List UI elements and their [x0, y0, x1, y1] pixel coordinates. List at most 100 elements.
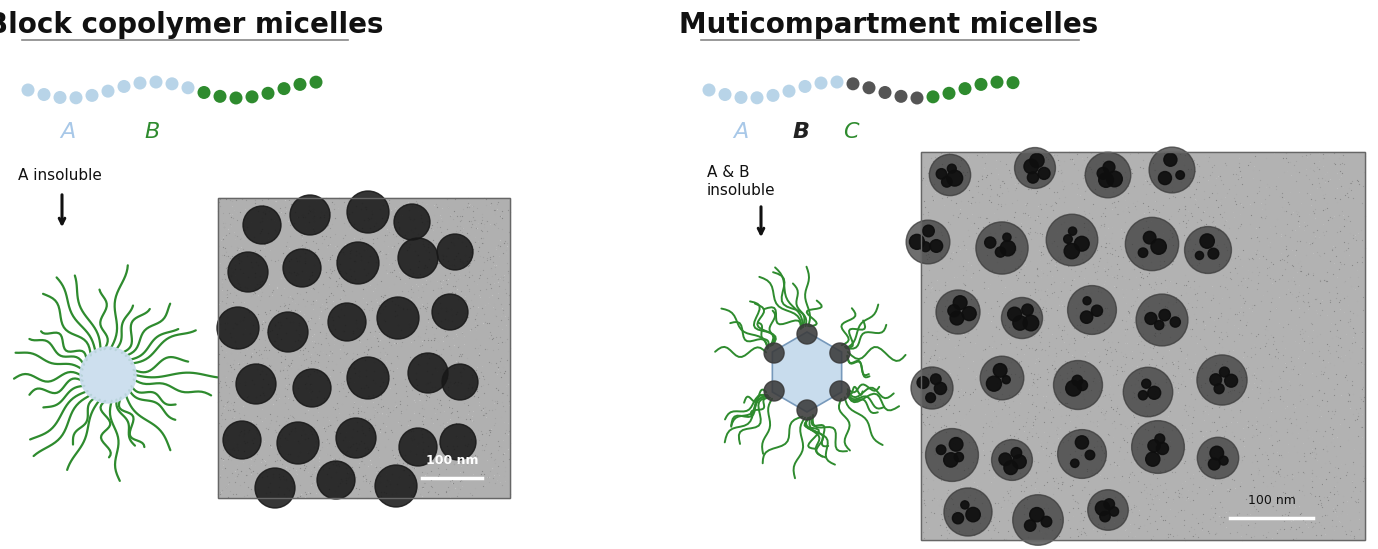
- Circle shape: [766, 89, 780, 102]
- Circle shape: [80, 347, 136, 403]
- Circle shape: [277, 82, 291, 95]
- Circle shape: [1123, 367, 1173, 417]
- Circle shape: [245, 91, 259, 103]
- Circle shape: [1197, 355, 1247, 405]
- Circle shape: [1107, 171, 1122, 187]
- Circle shape: [1046, 214, 1098, 266]
- Circle shape: [1170, 317, 1181, 327]
- Circle shape: [1087, 490, 1129, 530]
- Text: Block copolymer micelles: Block copolymer micelles: [0, 11, 383, 39]
- Circle shape: [814, 76, 828, 89]
- Circle shape: [1138, 391, 1148, 400]
- Circle shape: [336, 418, 376, 458]
- Circle shape: [751, 91, 763, 104]
- Circle shape: [1000, 240, 1016, 256]
- Circle shape: [1003, 233, 1011, 242]
- Circle shape: [911, 367, 954, 409]
- Circle shape: [328, 303, 367, 341]
- Circle shape: [1209, 248, 1218, 259]
- Circle shape: [230, 92, 243, 104]
- Text: B: B: [145, 122, 160, 142]
- Circle shape: [1225, 374, 1237, 387]
- Circle shape: [243, 206, 281, 244]
- Circle shape: [948, 305, 960, 317]
- Circle shape: [1220, 456, 1228, 465]
- Circle shape: [1109, 507, 1119, 516]
- Circle shape: [1131, 421, 1184, 473]
- Circle shape: [1096, 501, 1109, 516]
- Circle shape: [929, 154, 970, 195]
- Circle shape: [1083, 297, 1091, 305]
- Circle shape: [1078, 380, 1087, 390]
- Circle shape: [1148, 386, 1160, 399]
- Circle shape: [943, 87, 955, 100]
- Circle shape: [831, 76, 843, 88]
- Text: Muticompartment micelles: Muticompartment micelles: [679, 11, 1098, 39]
- Circle shape: [947, 164, 956, 173]
- Circle shape: [149, 76, 163, 88]
- Circle shape: [1064, 243, 1079, 259]
- Circle shape: [197, 86, 211, 99]
- Circle shape: [954, 452, 963, 462]
- Circle shape: [863, 81, 875, 94]
- Polygon shape: [772, 332, 842, 412]
- Circle shape: [1029, 153, 1045, 167]
- Circle shape: [394, 204, 430, 240]
- Circle shape: [54, 91, 66, 104]
- Circle shape: [1144, 231, 1156, 244]
- Circle shape: [1102, 161, 1115, 173]
- Circle shape: [1021, 304, 1034, 316]
- Circle shape: [347, 191, 389, 233]
- Circle shape: [317, 461, 356, 499]
- Circle shape: [1214, 384, 1224, 394]
- Circle shape: [1038, 167, 1050, 180]
- Circle shape: [1145, 312, 1158, 324]
- Circle shape: [930, 240, 943, 253]
- Circle shape: [941, 177, 952, 187]
- Circle shape: [440, 424, 475, 460]
- Circle shape: [944, 453, 958, 467]
- Circle shape: [22, 83, 34, 97]
- Circle shape: [1142, 379, 1151, 388]
- Circle shape: [1054, 361, 1102, 410]
- Circle shape: [437, 234, 473, 270]
- Circle shape: [796, 324, 817, 344]
- Circle shape: [985, 237, 996, 248]
- Circle shape: [182, 81, 194, 94]
- Circle shape: [954, 296, 967, 310]
- Circle shape: [1065, 380, 1082, 396]
- Circle shape: [1072, 376, 1083, 386]
- Circle shape: [934, 382, 947, 395]
- Circle shape: [102, 85, 114, 98]
- Circle shape: [1028, 172, 1039, 183]
- Circle shape: [1135, 294, 1188, 346]
- Circle shape: [1080, 311, 1093, 323]
- Circle shape: [289, 195, 329, 235]
- Circle shape: [944, 488, 992, 536]
- Text: 100 nm: 100 nm: [426, 454, 478, 467]
- Circle shape: [1149, 147, 1195, 193]
- Circle shape: [442, 364, 478, 400]
- Circle shape: [1159, 171, 1171, 184]
- Circle shape: [282, 249, 321, 287]
- Circle shape: [262, 87, 274, 100]
- Circle shape: [1075, 236, 1089, 251]
- Circle shape: [974, 78, 988, 91]
- Circle shape: [995, 247, 1006, 257]
- Circle shape: [1185, 227, 1232, 273]
- Circle shape: [85, 89, 98, 102]
- Circle shape: [338, 242, 379, 284]
- Bar: [218, 198, 510, 498]
- Circle shape: [936, 445, 945, 455]
- Bar: [218, 198, 510, 498]
- Circle shape: [966, 507, 980, 522]
- Circle shape: [947, 170, 963, 186]
- Circle shape: [1210, 446, 1224, 460]
- Circle shape: [1155, 321, 1164, 329]
- Circle shape: [909, 234, 925, 249]
- Circle shape: [1138, 248, 1148, 257]
- Circle shape: [294, 78, 306, 91]
- Circle shape: [783, 85, 795, 98]
- Circle shape: [936, 290, 980, 334]
- Bar: [921, 152, 1366, 540]
